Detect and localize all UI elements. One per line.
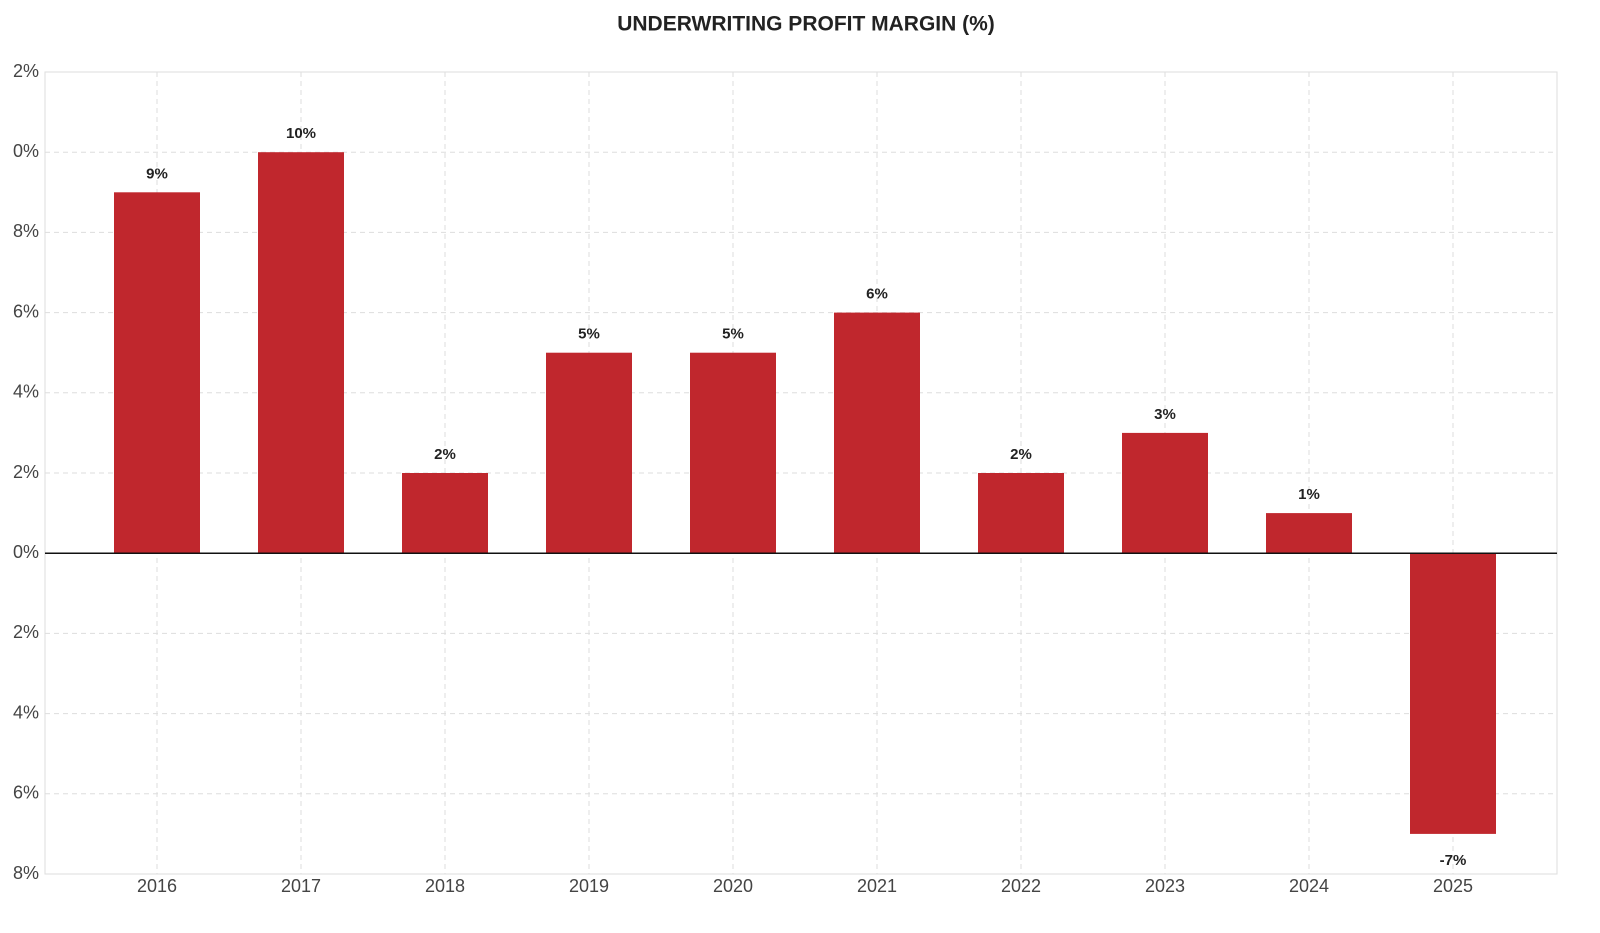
bar: [1266, 513, 1352, 554]
x-tick-label: 2022: [1001, 876, 1041, 896]
y-tick-label: 0%: [13, 542, 39, 562]
y-tick-label: 4%: [13, 382, 39, 402]
y-tick-label: 6%: [13, 783, 39, 803]
x-tick-label: 2025: [1433, 876, 1473, 896]
y-tick-label: 2%: [13, 462, 39, 482]
value-label: 1%: [1298, 486, 1320, 503]
bar: [546, 352, 632, 554]
value-label: 9%: [146, 165, 168, 182]
bar: [834, 312, 920, 554]
x-tick-label: 2016: [137, 876, 177, 896]
value-label: 2%: [1010, 446, 1032, 463]
bar: [114, 192, 200, 554]
x-tick-label: 2024: [1289, 876, 1329, 896]
y-tick-label: 0%: [13, 141, 39, 161]
bar: [1122, 432, 1208, 554]
x-tick-label: 2020: [713, 876, 753, 896]
value-label: 6%: [866, 286, 888, 303]
value-label: -7%: [1440, 852, 1467, 869]
bar: [690, 352, 776, 554]
x-tick-label: 2019: [569, 876, 609, 896]
value-label: 10%: [286, 125, 316, 142]
bar: [1410, 553, 1496, 834]
x-tick-label: 2018: [425, 876, 465, 896]
x-tick-label: 2021: [857, 876, 897, 896]
y-tick-label: 8%: [13, 221, 39, 241]
y-tick-label: 6%: [13, 301, 39, 321]
value-label: 5%: [578, 326, 600, 343]
x-tick-label: 2017: [281, 876, 321, 896]
chart-title: UNDERWRITING PROFIT MARGIN (%): [617, 13, 995, 36]
y-tick-label: 4%: [13, 702, 39, 722]
value-label: 2%: [434, 446, 456, 463]
value-label: 5%: [722, 326, 744, 343]
bar: [402, 473, 488, 554]
bar: [258, 152, 344, 554]
x-tick-label: 2023: [1145, 876, 1185, 896]
value-label: 3%: [1154, 406, 1176, 423]
bar: [978, 473, 1064, 554]
y-tick-label: 2%: [13, 61, 39, 81]
y-tick-label: 8%: [13, 863, 39, 883]
y-tick-label: 2%: [13, 622, 39, 642]
